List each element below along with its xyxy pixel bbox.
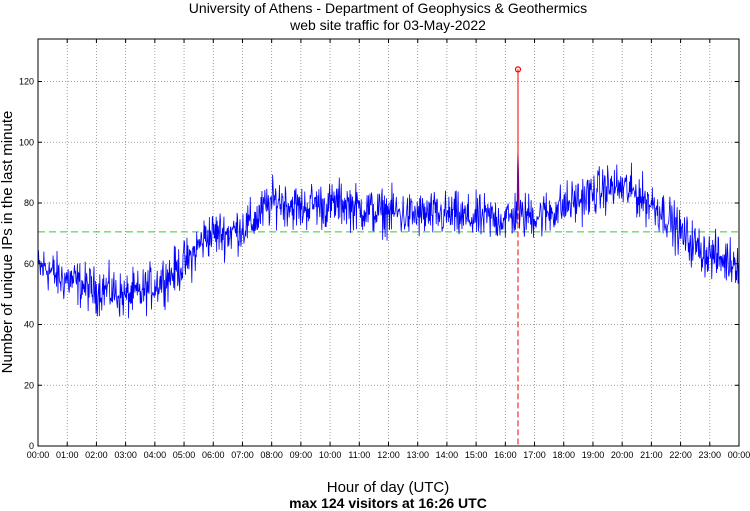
x-tick-label: 02:00 bbox=[85, 450, 108, 460]
y-tick-label: 80 bbox=[24, 198, 34, 208]
x-tick-label: 10:00 bbox=[319, 450, 342, 460]
x-tick-label: 17:00 bbox=[523, 450, 546, 460]
x-tick-label: 20:00 bbox=[611, 450, 634, 460]
y-axis-label: Number of unique IPs in the last minute bbox=[0, 111, 16, 374]
x-tick-label: 21:00 bbox=[640, 450, 663, 460]
x-axis-ticks: 00:00 01:00 02:00 03:00 04:00 05:00 06:00 07:00… bbox=[27, 39, 750, 460]
chart-subtitle: web site traffic for 03-May-2022 bbox=[289, 17, 486, 33]
max-marker bbox=[514, 66, 522, 446]
x-tick-label: 13:00 bbox=[406, 450, 429, 460]
x-tick-label: 14:00 bbox=[436, 450, 459, 460]
x-tick-label: 08:00 bbox=[260, 450, 283, 460]
x-tick-label: 09:00 bbox=[290, 450, 313, 460]
x-tick-label: 06:00 bbox=[202, 450, 225, 460]
x-tick-label: 01:00 bbox=[56, 450, 79, 460]
grid-lines bbox=[38, 39, 739, 446]
x-axis-label: Hour of day (UTC) bbox=[327, 479, 450, 496]
x-tick-label: 22:00 bbox=[669, 450, 692, 460]
x-tick-label: 00:00 bbox=[728, 450, 750, 460]
y-tick-label: 40 bbox=[24, 320, 34, 330]
x-tick-label: 04:00 bbox=[144, 450, 167, 460]
y-tick-label: 120 bbox=[19, 77, 34, 87]
footer-max-visitors: max 124 visitors at 16:26 UTC bbox=[289, 495, 487, 511]
x-tick-label: 00:00 bbox=[27, 450, 50, 460]
y-tick-label: 100 bbox=[19, 137, 34, 147]
x-tick-label: 18:00 bbox=[552, 450, 575, 460]
x-tick-label: 03:00 bbox=[114, 450, 137, 460]
x-tick-label: 23:00 bbox=[699, 450, 722, 460]
x-tick-label: 19:00 bbox=[582, 450, 605, 460]
max-point bbox=[514, 66, 522, 73]
x-tick-label: 15:00 bbox=[465, 450, 488, 460]
x-tick-label: 07:00 bbox=[231, 450, 254, 460]
chart-title: University of Athens - Department of Geo… bbox=[189, 0, 587, 16]
series-line bbox=[37, 148, 740, 319]
y-tick-label: 20 bbox=[24, 380, 34, 390]
x-tick-label: 12:00 bbox=[377, 450, 400, 460]
x-tick-label: 16:00 bbox=[494, 450, 517, 460]
y-tick-label: 60 bbox=[24, 259, 34, 269]
y-axis-ticks: 0 20 40 60 80 100 120 bbox=[19, 77, 739, 451]
series-path bbox=[37, 148, 740, 319]
x-tick-label: 11:00 bbox=[348, 450, 370, 460]
x-tick-label: 05:00 bbox=[173, 450, 196, 460]
y-tick-label: 0 bbox=[29, 441, 34, 451]
